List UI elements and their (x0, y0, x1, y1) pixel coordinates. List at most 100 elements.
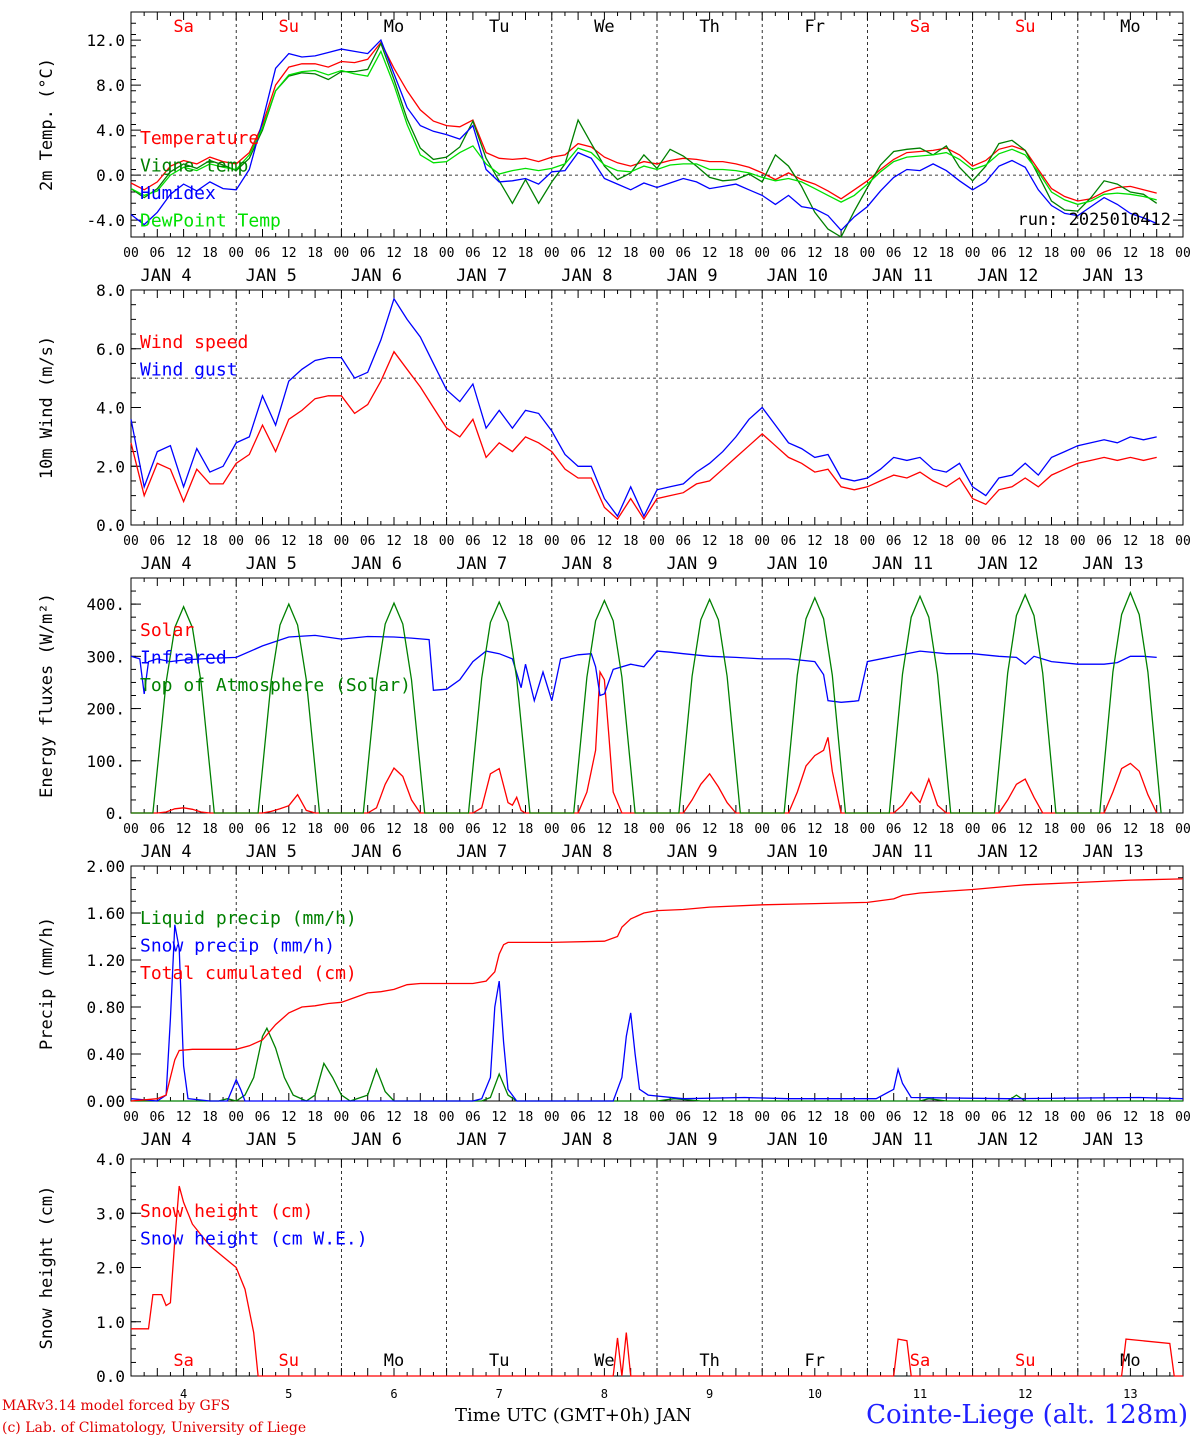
date-label: JAN 7 (456, 1130, 507, 1150)
x-tick-label: 18 (728, 1110, 744, 1125)
x-tick-label: 18 (623, 822, 639, 837)
x-tick-label: 18 (938, 534, 954, 549)
x-tick-label: 18 (307, 822, 323, 837)
y-axis-label: Snow height (cm) (37, 1186, 57, 1350)
date-label: JAN 7 (456, 554, 507, 574)
x-tick-label: 00 (334, 534, 350, 549)
x-tick-label: 06 (991, 822, 1007, 837)
x-tick-label: 00 (649, 534, 665, 549)
series-line (130, 350, 1157, 521)
x-tick-label: 06 (781, 1110, 797, 1125)
y-tick-label: 8.0 (96, 281, 125, 300)
y-tick-label: 0. (106, 804, 125, 823)
x-tick-label: 12 (281, 534, 297, 549)
x-tick-label: 00 (965, 1110, 981, 1125)
date-label: JAN 5 (246, 842, 297, 862)
weekday-label: Su (279, 1351, 299, 1371)
y-axis-label: 10m Wind (m/s) (37, 336, 57, 479)
x-tick-label: 18 (833, 534, 849, 549)
x-tick-label: 18 (202, 822, 218, 837)
x-tick-label: 06 (570, 822, 586, 837)
x-tick-label: 18 (1044, 822, 1060, 837)
x-axis-title: Time UTC (GMT+0h) JAN (455, 1405, 692, 1426)
x-tick-label: 18 (728, 534, 744, 549)
station-label: Cointe-Liege (alt. 128m) (866, 1400, 1188, 1430)
legend-entry: Temperature (140, 128, 259, 149)
x-tick-label: 12 (1017, 822, 1033, 837)
x-tick-label: 06 (465, 246, 481, 261)
weekday-label: We (594, 1351, 614, 1371)
date-label: JAN 12 (977, 1130, 1038, 1150)
x-tick-label: 06 (570, 1110, 586, 1125)
x-tick-label: 12 (176, 246, 192, 261)
x-tick-label: 00 (439, 534, 455, 549)
lab-credit: (c) Lab. of Climatology, University of L… (2, 1420, 307, 1436)
x-tick-label: 00 (123, 534, 139, 549)
series-line (130, 878, 1184, 1102)
date-label: JAN 10 (767, 266, 828, 286)
x-tick-label: 00 (334, 246, 350, 261)
date-label: JAN 8 (561, 266, 612, 286)
y-tick-label: 200. (86, 700, 125, 719)
x-tick-label: 12 (807, 1110, 823, 1125)
y-tick-label: 3.0 (96, 1204, 125, 1223)
series-line (131, 590, 1162, 814)
date-label: JAN 5 (246, 554, 297, 574)
y-tick-label: 0.00 (86, 1092, 125, 1111)
day-number: 12 (1018, 1387, 1032, 1400)
x-tick-label: 18 (833, 1110, 849, 1125)
x-tick-label: 18 (1149, 534, 1165, 549)
x-tick-label: 00 (228, 534, 244, 549)
x-tick-label: 06 (465, 1110, 481, 1125)
x-tick-label: 06 (360, 822, 376, 837)
x-tick-label: 12 (176, 822, 192, 837)
x-tick-label: 12 (386, 246, 402, 261)
weekday-label: Tu (489, 17, 509, 37)
weekday-label: Su (279, 17, 299, 37)
x-tick-label: 12 (1017, 1110, 1033, 1125)
date-label: JAN 4 (140, 266, 191, 286)
x-tick-label: 18 (202, 246, 218, 261)
x-tick-label: 18 (412, 822, 428, 837)
y-tick-label: 4.0 (96, 399, 125, 418)
x-tick-label: 06 (1096, 822, 1112, 837)
date-label: JAN 5 (246, 1130, 297, 1150)
x-tick-label: 00 (754, 246, 770, 261)
x-tick-label: 18 (518, 246, 534, 261)
x-tick-label: 18 (938, 1110, 954, 1125)
x-tick-label: 18 (412, 246, 428, 261)
x-tick-label: 18 (518, 822, 534, 837)
x-tick-label: 00 (123, 1110, 139, 1125)
x-tick-label: 06 (991, 246, 1007, 261)
x-tick-label: 06 (570, 534, 586, 549)
x-tick-label: 06 (255, 822, 271, 837)
y-tick-label: 0.0 (96, 1367, 125, 1386)
date-label: JAN 12 (977, 554, 1038, 574)
x-tick-label: 06 (886, 534, 902, 549)
date-label: JAN 6 (351, 1130, 402, 1150)
weekday-label: Mo (384, 1351, 404, 1371)
x-tick-label: 18 (623, 534, 639, 549)
y-tick-label: 4.0 (96, 121, 125, 140)
x-tick-label: 00 (439, 246, 455, 261)
day-number: 6 (390, 1387, 397, 1400)
x-tick-label: 06 (675, 534, 691, 549)
y-tick-label: 6.0 (96, 340, 125, 359)
series-line (131, 1026, 1183, 1102)
x-tick-label: 06 (149, 534, 165, 549)
y-tick-label: 12.0 (86, 31, 125, 50)
x-tick-label: 06 (781, 822, 797, 837)
x-tick-label: 06 (570, 246, 586, 261)
x-tick-label: 06 (360, 534, 376, 549)
x-tick-label: 06 (886, 1110, 902, 1125)
legend-entry: Snow height (cm W.E.) (140, 1229, 368, 1250)
x-tick-label: 00 (965, 534, 981, 549)
x-tick-label: 18 (1149, 246, 1165, 261)
y-tick-label: 2.0 (96, 457, 125, 476)
date-label: JAN 4 (140, 842, 191, 862)
date-label: JAN 9 (666, 842, 717, 862)
date-label: JAN 9 (666, 266, 717, 286)
x-tick-label: 12 (702, 1110, 718, 1125)
x-tick-label: 12 (912, 246, 928, 261)
weekday-label: Sa (173, 17, 193, 37)
